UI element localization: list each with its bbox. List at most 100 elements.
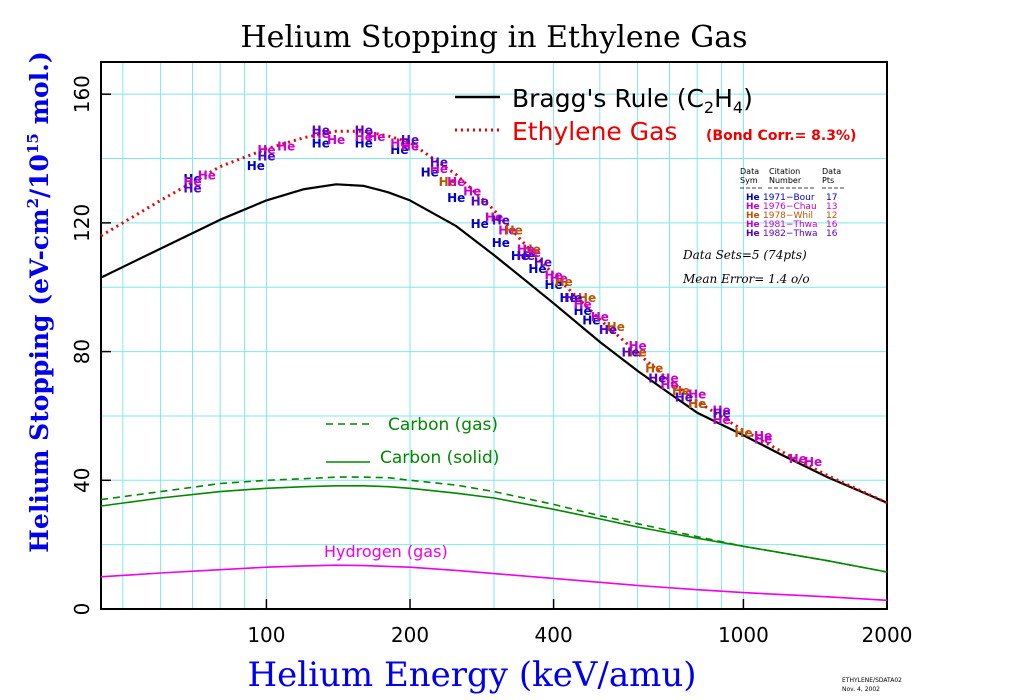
data-point: He <box>523 243 541 257</box>
chart-title: Helium Stopping in Ethylene Gas <box>240 20 747 55</box>
legend-carbon-solid-label: Carbon (solid) <box>380 448 499 468</box>
table-row: He 1982−Thwa 16 <box>746 229 838 239</box>
data-point: He <box>327 133 345 147</box>
legend-ethylene-note: (Bond Corr.= 8.3%) <box>706 128 856 144</box>
carbon-gas-line <box>100 476 888 573</box>
data-point: He <box>688 397 706 411</box>
table-row-sym: He <box>746 202 760 212</box>
data-point: He <box>523 246 541 260</box>
table-row-citation: 1978−Whil <box>763 211 813 221</box>
legend-bragg-label: Bragg's Rule (C2H4) <box>512 84 753 117</box>
table-header-sym-2: Sym <box>740 176 758 185</box>
data-point: He <box>517 249 535 263</box>
plot-frame <box>100 61 888 610</box>
table-row: He 1971−Bour 17 <box>746 193 837 203</box>
table-row-sym: He <box>746 193 760 203</box>
data-point: He <box>582 313 600 327</box>
data-point: He <box>573 304 591 318</box>
data-point: He <box>607 320 625 334</box>
y-axis-label: Helium Stopping (eV-cm2/1015 mol.) <box>24 51 54 552</box>
data-point: He <box>712 404 730 418</box>
data-point: He <box>485 210 503 224</box>
data-point: He <box>390 136 408 150</box>
hydrogen-gas-line <box>100 564 888 602</box>
table-row-pts: 17 <box>826 193 837 203</box>
table-header-pts-1: Data <box>822 167 841 176</box>
legend-ethylene-label: Ethylene Gas <box>512 117 677 146</box>
data-point: He <box>559 291 577 305</box>
table-row-sym: He <box>746 220 760 230</box>
data-point: He <box>463 185 481 199</box>
legend-carbon-gas-label: Carbon (gas) <box>388 415 498 435</box>
x-tick-label: 2000 <box>862 623 913 647</box>
data-point: He <box>648 371 666 385</box>
data-point: He <box>198 169 216 183</box>
data-point: He <box>734 426 752 440</box>
data-point: He <box>355 124 373 138</box>
table-row-citation: 1981−Thwa <box>763 220 818 230</box>
data-point: He <box>675 391 693 405</box>
data-point: He <box>555 275 573 289</box>
data-point: He <box>517 243 535 257</box>
data-point: He <box>628 339 646 353</box>
data-point: He <box>183 181 201 195</box>
data-point: He <box>447 175 465 189</box>
data-point: He <box>257 143 275 157</box>
data-point: He <box>447 191 465 205</box>
data-point: He <box>804 455 822 469</box>
x-tick-label: 400 <box>535 623 573 647</box>
table-row: He 1976−Chau 13 <box>746 202 837 212</box>
data-point: He <box>312 127 330 141</box>
data-point: He <box>505 223 523 237</box>
data-point: He <box>355 136 373 150</box>
table-row-sym: He <box>746 211 760 221</box>
data-point: He <box>421 165 439 179</box>
y-tick-label: 160 <box>70 75 94 113</box>
mean-error-annotation: Mean Error= 1.4 o/o <box>682 272 810 286</box>
data-point: He <box>183 172 201 186</box>
data-point: He <box>183 175 201 189</box>
x-tick-label: 1000 <box>718 623 769 647</box>
footnote-file: ETHYLENE/SDATA02 <box>842 677 902 684</box>
y-tick-label: 80 <box>70 339 94 364</box>
data-point: He <box>545 268 563 282</box>
data-point: He <box>564 291 582 305</box>
data-point: He <box>550 272 568 286</box>
data-point: He <box>621 346 639 360</box>
data-point: He <box>485 210 503 224</box>
data-point: He <box>492 236 510 250</box>
data-point: He <box>355 130 373 144</box>
data-point: He <box>688 397 706 411</box>
legend: Bragg's Rule (C2H4) Ethylene Gas (Bond C… <box>324 84 856 561</box>
y-tick-label: 0 <box>70 603 94 616</box>
table-header-pts-2: Pts <box>822 176 834 185</box>
data-point: He <box>628 346 646 360</box>
y-tick-label: 40 <box>70 468 94 493</box>
data-point: He <box>578 291 596 305</box>
data-point: He <box>712 407 730 421</box>
data-point: He <box>628 346 646 360</box>
table-row-sym: He <box>746 229 760 239</box>
data-point: He <box>599 323 617 337</box>
table-header-cit-2: Number <box>769 176 802 185</box>
data-point: He <box>672 384 690 398</box>
data-point: He <box>430 156 448 170</box>
data-point: He <box>439 175 457 189</box>
data-point: He <box>247 159 265 173</box>
x-tick-label: 200 <box>391 623 429 647</box>
data-point: He <box>401 133 419 147</box>
data-point: He <box>498 223 516 237</box>
data-point: He <box>492 214 510 228</box>
data-point: He <box>367 130 385 144</box>
data-point: He <box>312 124 330 138</box>
data-point: He <box>534 255 552 269</box>
x-axis-label: Helium Energy (keV/amu) <box>247 655 696 695</box>
y-tick-label: 120 <box>70 204 94 242</box>
data-point: He <box>754 429 772 443</box>
bragg-rule-line <box>100 183 888 504</box>
data-source-table: Data Sym Citation Number Data Pts He 197… <box>740 167 846 239</box>
curves <box>100 129 888 602</box>
hydrogen-label: Hydrogen (gas) <box>324 542 448 561</box>
data-sets-annotation: Data Sets=5 (74pts) <box>682 248 807 262</box>
